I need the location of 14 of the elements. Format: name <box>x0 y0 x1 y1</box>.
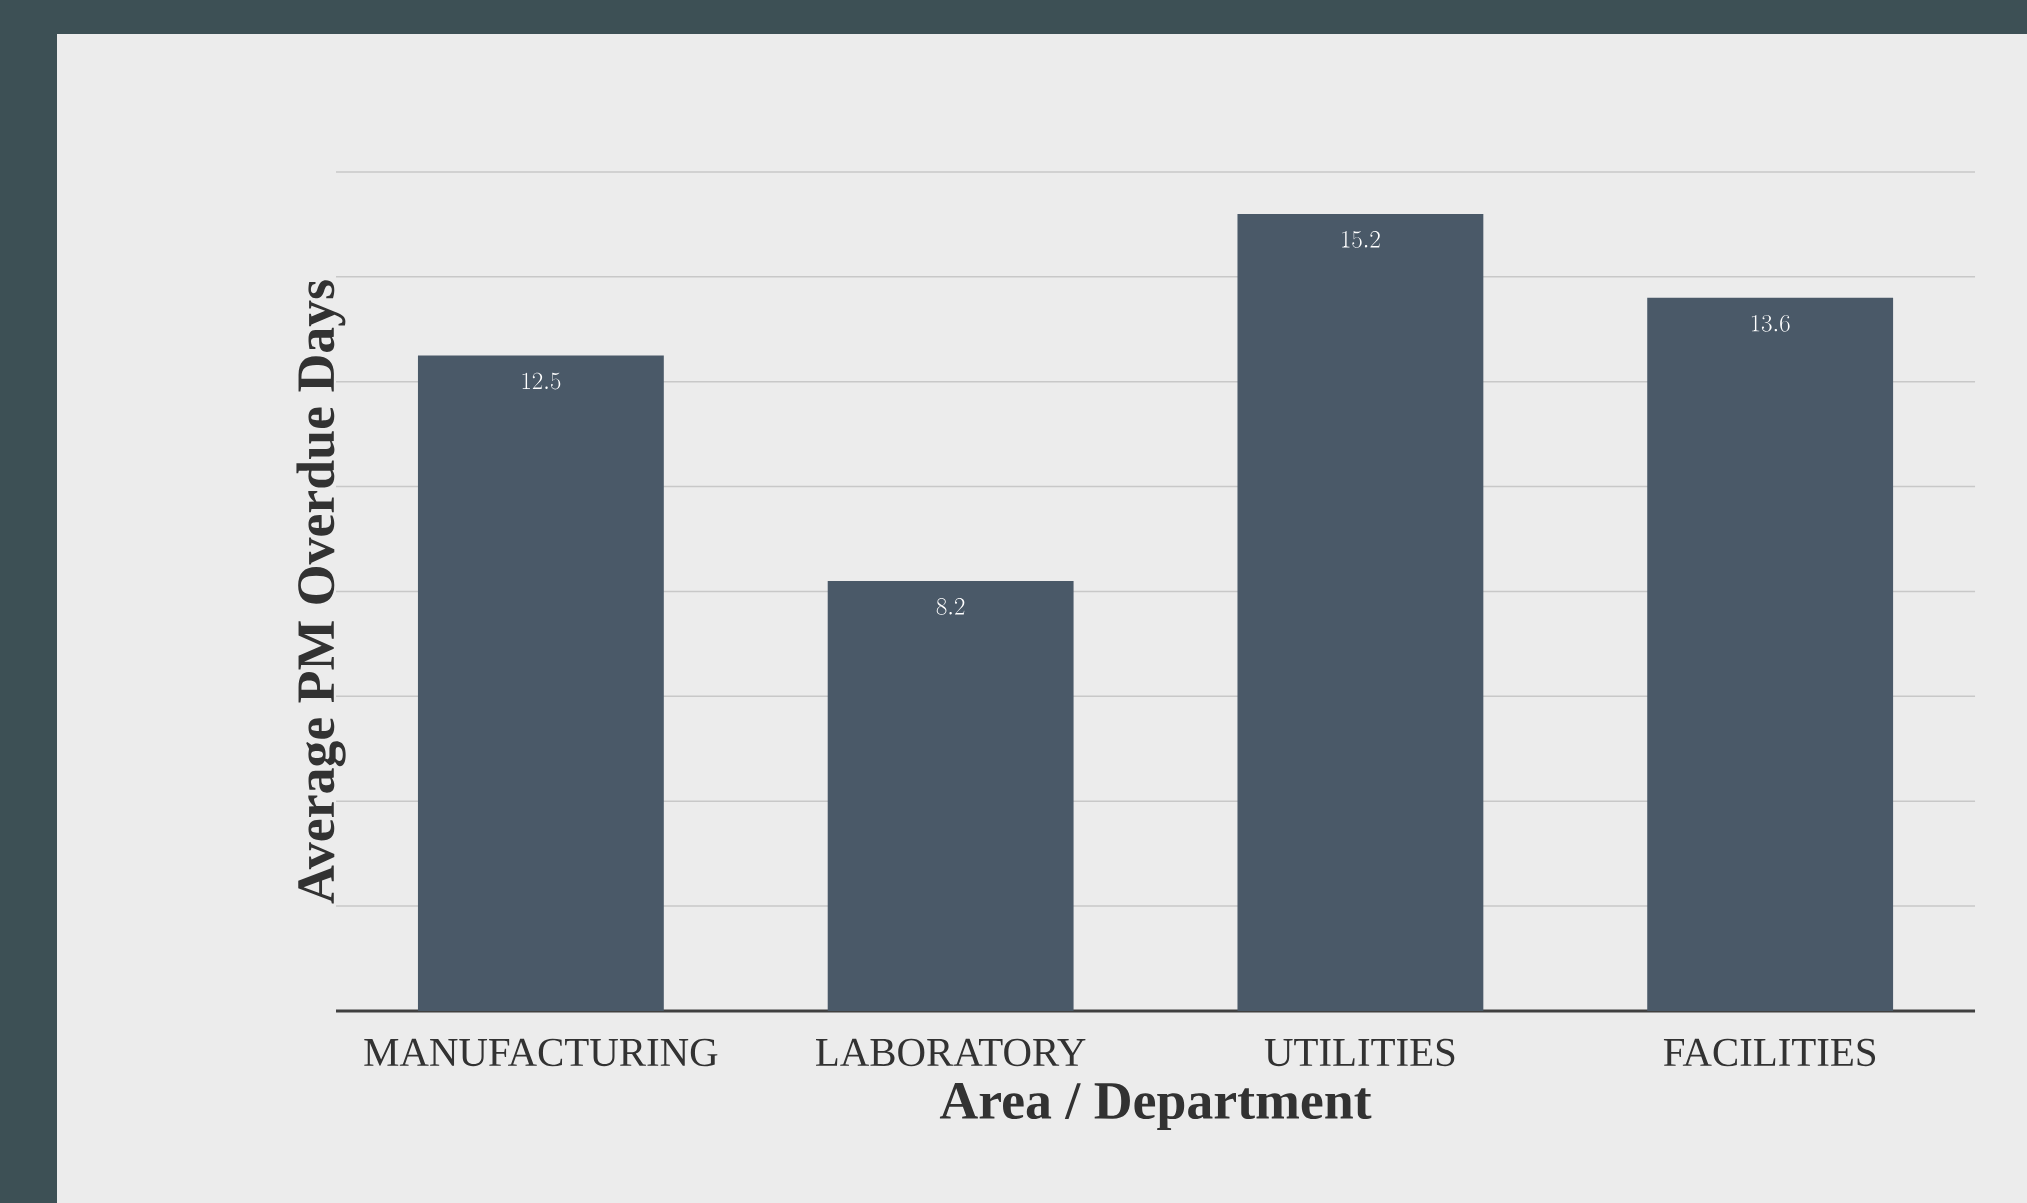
x-tick-label: UTILITIES <box>1264 1038 1455 1067</box>
y-axis-title: Average PM Overdue Days <box>296 280 346 904</box>
bar <box>417 355 664 1011</box>
data-label: 13.6 <box>1751 314 1790 332</box>
data-label: 8.2 <box>936 598 965 615</box>
x-axis-title: Area / Department <box>939 1083 1372 1131</box>
x-tick-label: MANUFACTURING <box>364 1038 718 1067</box>
x-tick-label: LABORATORY <box>816 1038 1086 1067</box>
data-label: 12.5 <box>522 372 561 390</box>
bar <box>827 581 1074 1011</box>
data-label: 15.2 <box>1342 231 1380 248</box>
x-tick-label: FACILITIES <box>1663 1038 1876 1067</box>
bar <box>1237 213 1484 1011</box>
bar <box>1647 297 1894 1011</box>
